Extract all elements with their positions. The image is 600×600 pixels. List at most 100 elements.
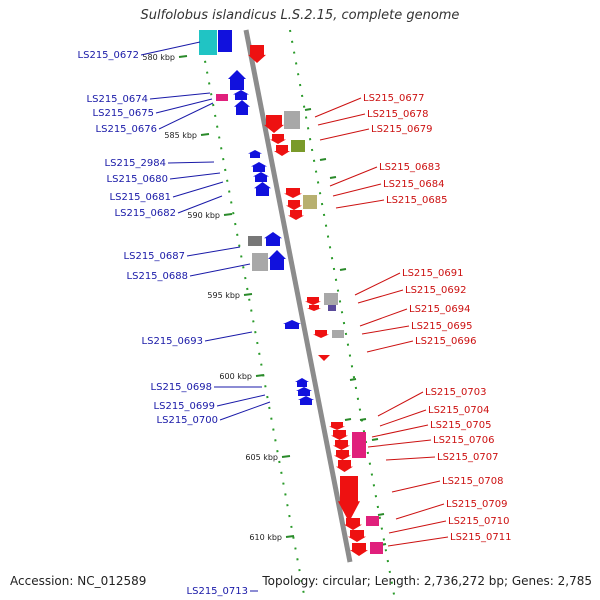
gene-arrow	[336, 460, 353, 472]
gene-label-right[interactable]: LS215_0708	[442, 476, 503, 487]
gene-arrow	[329, 422, 345, 430]
gene-label-left[interactable]: LS215_0672	[78, 50, 139, 61]
scale-tick-label: 590 kbp	[187, 211, 220, 220]
gene-arrow	[350, 543, 368, 556]
scale-tick	[255, 374, 265, 377]
scale-tick	[285, 535, 295, 538]
gene-label-left[interactable]: LS215_0693	[142, 336, 203, 347]
gene-label-right[interactable]: LS215_0703	[425, 387, 486, 398]
gene-arrow	[248, 150, 262, 158]
gene-label-right[interactable]: LS215_0704	[428, 405, 489, 416]
gene-block	[218, 30, 232, 52]
scale-tick-label: 585 kbp	[164, 131, 197, 140]
label-leader-line	[177, 195, 223, 214]
gene-arrow	[270, 134, 286, 144]
gene-arrow	[228, 70, 246, 90]
gene-label-right[interactable]: LS215_0678	[367, 109, 428, 120]
gene-arrow	[318, 355, 330, 361]
scale-tick	[281, 455, 291, 458]
gene-label-right[interactable]: LS215_0685	[386, 195, 447, 206]
gene-label-left[interactable]: LS215_0713	[187, 586, 248, 597]
scale-tick	[243, 293, 253, 296]
gene-label-left[interactable]: LS215_0698	[151, 382, 212, 393]
label-leader-line	[169, 172, 221, 180]
gene-label-right[interactable]: LS215_0695	[411, 321, 472, 332]
gene-label-left[interactable]: LS215_2984	[105, 158, 166, 169]
track-mark	[359, 418, 367, 421]
label-leader-line	[219, 401, 271, 421]
gene-block	[252, 253, 268, 271]
gene-label-right[interactable]: LS215_0706	[433, 435, 494, 446]
gene-label-right[interactable]: LS215_0705	[430, 420, 491, 431]
gene-label-right[interactable]: LS215_0710	[448, 516, 509, 527]
gene-block	[303, 195, 317, 209]
gene-arrow	[333, 440, 350, 450]
track-mark	[377, 513, 385, 516]
gene-label-left[interactable]: LS215_0700	[157, 415, 218, 426]
label-leader-line	[329, 166, 378, 187]
label-leader-line	[216, 394, 266, 407]
gene-label-right[interactable]: LS215_0691	[402, 268, 463, 279]
gene-arrow	[307, 305, 321, 311]
label-leader-line	[155, 98, 213, 114]
gene-arrow	[305, 297, 321, 305]
track-mark	[304, 108, 312, 111]
gene-arrow	[298, 396, 314, 405]
gene-label-left[interactable]: LS215_0674	[87, 94, 148, 105]
gene-label-right[interactable]: LS215_0694	[409, 304, 470, 315]
gene-label-right[interactable]: LS215_0692	[405, 285, 466, 296]
label-leader-line	[158, 102, 214, 130]
label-leader-line	[140, 41, 201, 56]
gene-arrow	[274, 145, 290, 156]
track-mark	[349, 378, 357, 381]
gene-arrow	[254, 182, 271, 196]
gene-label-left[interactable]: LS215_0687	[124, 251, 185, 262]
gene-label-right[interactable]: LS215_0683	[379, 162, 440, 173]
label-leader-line	[387, 536, 449, 547]
label-leader-line	[332, 183, 382, 197]
label-leader-line	[379, 409, 427, 427]
scale-tick	[200, 133, 210, 136]
gene-label-left[interactable]: LS215_0680	[107, 174, 168, 185]
label-leader-line	[167, 161, 215, 164]
gene-block	[366, 516, 379, 526]
map-title: Sulfolobus islandicus L.S.2.15, complete…	[140, 8, 460, 23]
gene-label-right[interactable]: LS215_0709	[446, 499, 507, 510]
gene-label-left[interactable]: LS215_0688	[127, 271, 188, 282]
gene-label-right[interactable]: LS215_0684	[383, 179, 444, 190]
accession-text: Accession: NC_012589	[10, 574, 147, 588]
label-leader-line	[395, 503, 445, 520]
label-leader-line	[371, 424, 429, 438]
gene-arrow	[344, 518, 362, 530]
gene-label-right[interactable]: LS215_0707	[437, 452, 498, 463]
gene-arrow	[264, 115, 284, 133]
label-leader-line	[335, 199, 385, 209]
gene-arrow	[348, 530, 366, 542]
gene-label-left[interactable]: LS215_0676	[96, 124, 157, 135]
gene-label-left[interactable]: LS215_0681	[110, 192, 171, 203]
gene-arrow	[284, 188, 302, 198]
gene-block	[324, 293, 338, 305]
scale-tick-label: 605 kbp	[245, 453, 278, 462]
label-leader-line	[357, 289, 404, 304]
gene-label-right[interactable]: LS215_0711	[450, 532, 511, 543]
track-mark	[339, 268, 347, 271]
gene-label-right[interactable]: LS215_0696	[415, 336, 476, 347]
gene-block	[352, 432, 366, 458]
gene-block	[199, 30, 217, 55]
gene-label-left[interactable]: LS215_0675	[93, 108, 154, 119]
label-leader-line	[367, 439, 432, 448]
scale-tick-label: 600 kbp	[219, 372, 252, 381]
gene-label-left[interactable]: LS215_0699	[154, 401, 215, 412]
scale-tick	[178, 55, 188, 58]
label-leader-line	[385, 456, 436, 461]
gene-label-left[interactable]: LS215_0682	[115, 208, 176, 219]
label-leader-line	[366, 340, 414, 353]
gene-label-right[interactable]: LS215_0679	[371, 124, 432, 135]
gene-arrow	[338, 476, 360, 522]
gene-arrow	[253, 172, 269, 182]
gene-label-right[interactable]: LS215_0677	[363, 93, 424, 104]
label-leader-line	[172, 181, 224, 198]
scale-tick-label: 580 kbp	[142, 53, 175, 62]
gene-block	[291, 140, 305, 152]
